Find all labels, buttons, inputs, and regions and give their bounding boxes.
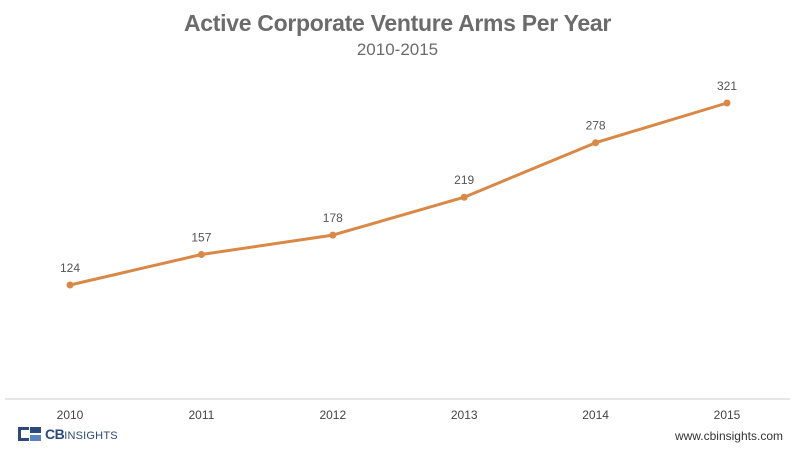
x-tick-label-2011: 2011 — [188, 408, 214, 422]
data-point-2014 — [592, 139, 600, 147]
logo-wordmark: CBINSIGHTS — [45, 426, 118, 442]
x-tick-labels: 2010 2011 2012 2013 2014 2015 — [57, 408, 741, 422]
data-label-2014: 278 — [586, 119, 606, 133]
logo-text-bold: CB — [45, 426, 65, 442]
series-line — [68, 101, 729, 287]
x-tick-label-2013: 2013 — [451, 408, 478, 422]
data-label-2013: 219 — [454, 173, 474, 187]
data-point-2010 — [66, 281, 74, 289]
cb-logo-icon — [18, 427, 41, 441]
data-point-2015 — [723, 99, 731, 107]
x-tick-label-2014: 2014 — [582, 408, 609, 422]
cb-insights-logo: CBINSIGHTS — [18, 425, 118, 443]
data-label-2015: 321 — [717, 79, 737, 93]
data-label-2010: 124 — [60, 261, 80, 275]
chart-subtitle: 2010-2015 — [356, 40, 439, 59]
data-point-2013 — [460, 193, 468, 201]
logo-text-light: INSIGHTS — [64, 430, 118, 442]
data-point-2012 — [329, 231, 337, 239]
website-url: www.cbinsights.com — [674, 429, 783, 443]
x-tick-label-2012: 2012 — [319, 408, 346, 422]
x-tick-label-2010: 2010 — [57, 408, 84, 422]
chart-title: Active Corporate Venture Arms Per Year — [183, 10, 612, 36]
data-label-2012: 178 — [323, 211, 343, 225]
x-tick-label-2015: 2015 — [714, 408, 741, 422]
data-label-2011: 157 — [191, 231, 211, 245]
series-layer: 124 157 178 219 278 321 — [60, 79, 737, 289]
data-point-2011 — [197, 251, 205, 259]
